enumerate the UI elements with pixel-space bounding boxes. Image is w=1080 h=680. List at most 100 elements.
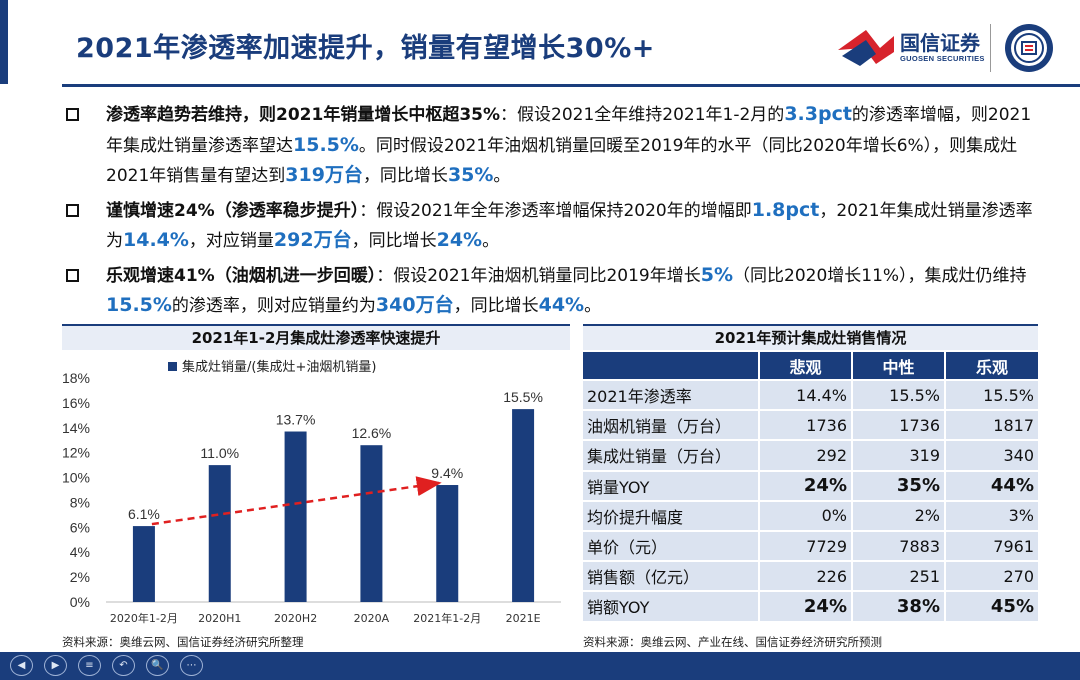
table-cell: 35% — [852, 470, 946, 502]
nav-menu-icon[interactable]: ≡ — [78, 655, 101, 676]
bullet-text: 。 — [482, 231, 500, 251]
table-header-row: 悲观 中性 乐观 — [583, 352, 1038, 381]
table-cell: 45% — [945, 591, 1038, 623]
bullet-text: ，对应销量 — [188, 231, 274, 251]
table-title: 2021年预计集成灶销售情况 — [714, 329, 907, 347]
table-row: 均价提升幅度 0% 2% 3% — [583, 500, 1038, 532]
y-tick-label: 2% — [70, 569, 90, 585]
bar-value-label: 15.5% — [503, 389, 543, 405]
bullet-highlight: 15.5% — [106, 294, 172, 316]
bullet-text: ，同比增长 — [351, 231, 437, 251]
bullet-box-icon — [66, 268, 79, 282]
table-cell: 44% — [945, 470, 1038, 502]
table-cell: 38% — [852, 591, 946, 623]
y-tick-label: 16% — [62, 395, 90, 411]
nav-next-icon[interactable]: ▶ — [44, 655, 67, 676]
table-cell: 3% — [945, 500, 1038, 532]
table-cell: 251 — [852, 561, 946, 593]
trend-arrow — [151, 476, 442, 526]
bullet-text: 。同时假设2021年油烟机销量回暖至2019年的水平（同比2020年增长6%），… — [106, 135, 1018, 187]
bar — [436, 485, 459, 602]
table-cell: 15.5% — [852, 380, 946, 412]
x-tick-label: 2021年1-2月 — [413, 611, 481, 625]
page-title: 2021年渗透率加速提升，销量有望增长30%+ — [76, 33, 655, 64]
nav-prev-icon[interactable]: ◀ — [10, 655, 33, 676]
row-label: 单价（元） — [583, 530, 760, 563]
bullet-text: ，2021年集成灶销量渗透率为 — [106, 200, 1033, 252]
table-cell: 7883 — [852, 530, 946, 563]
bar — [512, 409, 535, 602]
bullet-box-icon — [66, 108, 79, 121]
sales-forecast-table: 悲观 中性 乐观 2021年渗透率 14.4% 15.5% 15.5% 油烟机销量（万台… — [583, 352, 1038, 623]
row-label: 油烟机销量（万台） — [583, 410, 760, 442]
table-row: 2021年渗透率 14.4% 15.5% 15.5% — [583, 380, 1038, 412]
y-tick-label: 8% — [70, 494, 90, 510]
bar-value-label: 13.7% — [276, 412, 316, 428]
bullet-highlight: 15.5% — [293, 133, 359, 156]
brand-name-en: GUOSEN SECURITIES — [900, 54, 985, 63]
nav-more-icon[interactable]: ⋯ — [180, 655, 203, 676]
table-cell: 292 — [759, 440, 853, 472]
table-row: 油烟机销量（万台） 1736 1736 1817 — [583, 410, 1038, 442]
table-row: 销额YOY 24% 38% 45% — [583, 591, 1038, 623]
legend-label: 集成灶销量/(集成灶+油烟机销量) — [182, 359, 376, 375]
table-cell: 1736 — [759, 410, 853, 442]
row-label: 销售额（亿元） — [583, 561, 760, 593]
table-cell: 14.4% — [759, 380, 853, 412]
logo-divider — [990, 24, 991, 72]
bullet-text: 。 — [493, 166, 511, 186]
chart-canvas: 集成灶销量/(集成灶+油烟机销量) 0% 2% 4% 6% 8% 10% 12% 14% 16%… — [62, 359, 561, 625]
bar-value-label: 11.0% — [200, 445, 239, 461]
bullet-text: 的渗透率，则对应销量约为 — [171, 296, 376, 316]
x-tick-label: 2020H1 — [198, 612, 241, 625]
row-label: 均价提升幅度 — [583, 500, 760, 532]
bar — [132, 526, 155, 602]
row-label: 销额YOY — [583, 591, 760, 623]
bar-value-label: 12.6% — [352, 425, 392, 441]
y-tick-label: 0% — [70, 594, 90, 610]
table-cell: 1817 — [945, 410, 1038, 442]
table-cell: 319 — [852, 440, 946, 472]
bullet-highlight: 24% — [436, 229, 483, 251]
table-row: 销售额（亿元） 226 251 270 — [583, 561, 1038, 593]
x-tick-label: 2021E — [506, 612, 541, 625]
bullet-head: 乐观增速41%（油烟机进一步回暖） — [106, 265, 377, 286]
bullet-text: 的渗透率增幅，则2021年集成灶销量渗透率望达 — [106, 105, 1032, 156]
bullet-highlight: 292万台 — [273, 229, 352, 251]
bullet-item: 谨慎增速24%（渗透率稳步提升）：假设2021年全年渗透率增幅保持2020年的增… — [66, 196, 1036, 257]
bullet-text: ，同比增长 — [453, 296, 539, 316]
y-tick-label: 10% — [62, 470, 90, 486]
bullet-text: （同比2020增长11%），集成灶仍维持 — [733, 265, 1027, 286]
header-accent-bar — [0, 0, 8, 84]
table-cell: 24% — [759, 470, 853, 502]
y-tick-label: 18% — [62, 370, 90, 386]
bullet-highlight: 1.8pct — [751, 198, 820, 221]
bullet-item: 渗透率趋势若维持，则2021年销量增长中枢超35%：假设2021全年维持2021… — [66, 100, 1036, 192]
table-cell: 15.5% — [945, 380, 1038, 412]
table-cell: 7961 — [945, 530, 1038, 563]
table-cell: 226 — [759, 561, 853, 593]
nav-zoom-icon[interactable]: 🔍 — [146, 655, 169, 676]
chart-title: 2021年1-2月集成灶渗透率快速提升 — [191, 329, 441, 347]
bullet-box-icon — [66, 203, 79, 217]
x-tick-label: 2020A — [354, 612, 390, 625]
row-label: 2021年渗透率 — [583, 380, 760, 412]
bullet-head: 渗透率趋势若维持，则2021年销量增长中枢超35% — [106, 105, 501, 125]
table-row: 集成灶销量（万台） 292 319 340 — [583, 440, 1038, 472]
table-row: 销量YOY 24% 35% 44% — [583, 470, 1038, 502]
col-header-optimistic: 乐观 — [945, 352, 1038, 381]
bullet-highlight: 35% — [447, 164, 494, 186]
bar — [284, 431, 307, 602]
bar — [360, 445, 383, 602]
table-cell: 340 — [945, 440, 1038, 472]
table-cell: 270 — [945, 561, 1038, 593]
brand-name: 国信证券 — [900, 31, 980, 55]
nav-back-icon[interactable]: ↶ — [112, 655, 135, 676]
bullet-text: ：假设2021全年维持2021年1-2月的 — [500, 105, 785, 125]
y-tick-label: 6% — [70, 519, 90, 535]
bullet-head: 谨慎增速24%（渗透率稳步提升） — [106, 200, 360, 221]
chart-title-bar — [62, 324, 570, 350]
bullet-text: 。 — [584, 296, 602, 316]
col-header-pessimistic: 悲观 — [759, 352, 853, 381]
bullet-highlight: 5% — [700, 263, 733, 286]
